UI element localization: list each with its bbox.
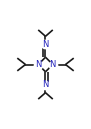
Text: N: N [42, 80, 49, 89]
Text: N: N [42, 40, 49, 49]
Text: N: N [35, 60, 41, 69]
Text: N: N [50, 60, 56, 69]
